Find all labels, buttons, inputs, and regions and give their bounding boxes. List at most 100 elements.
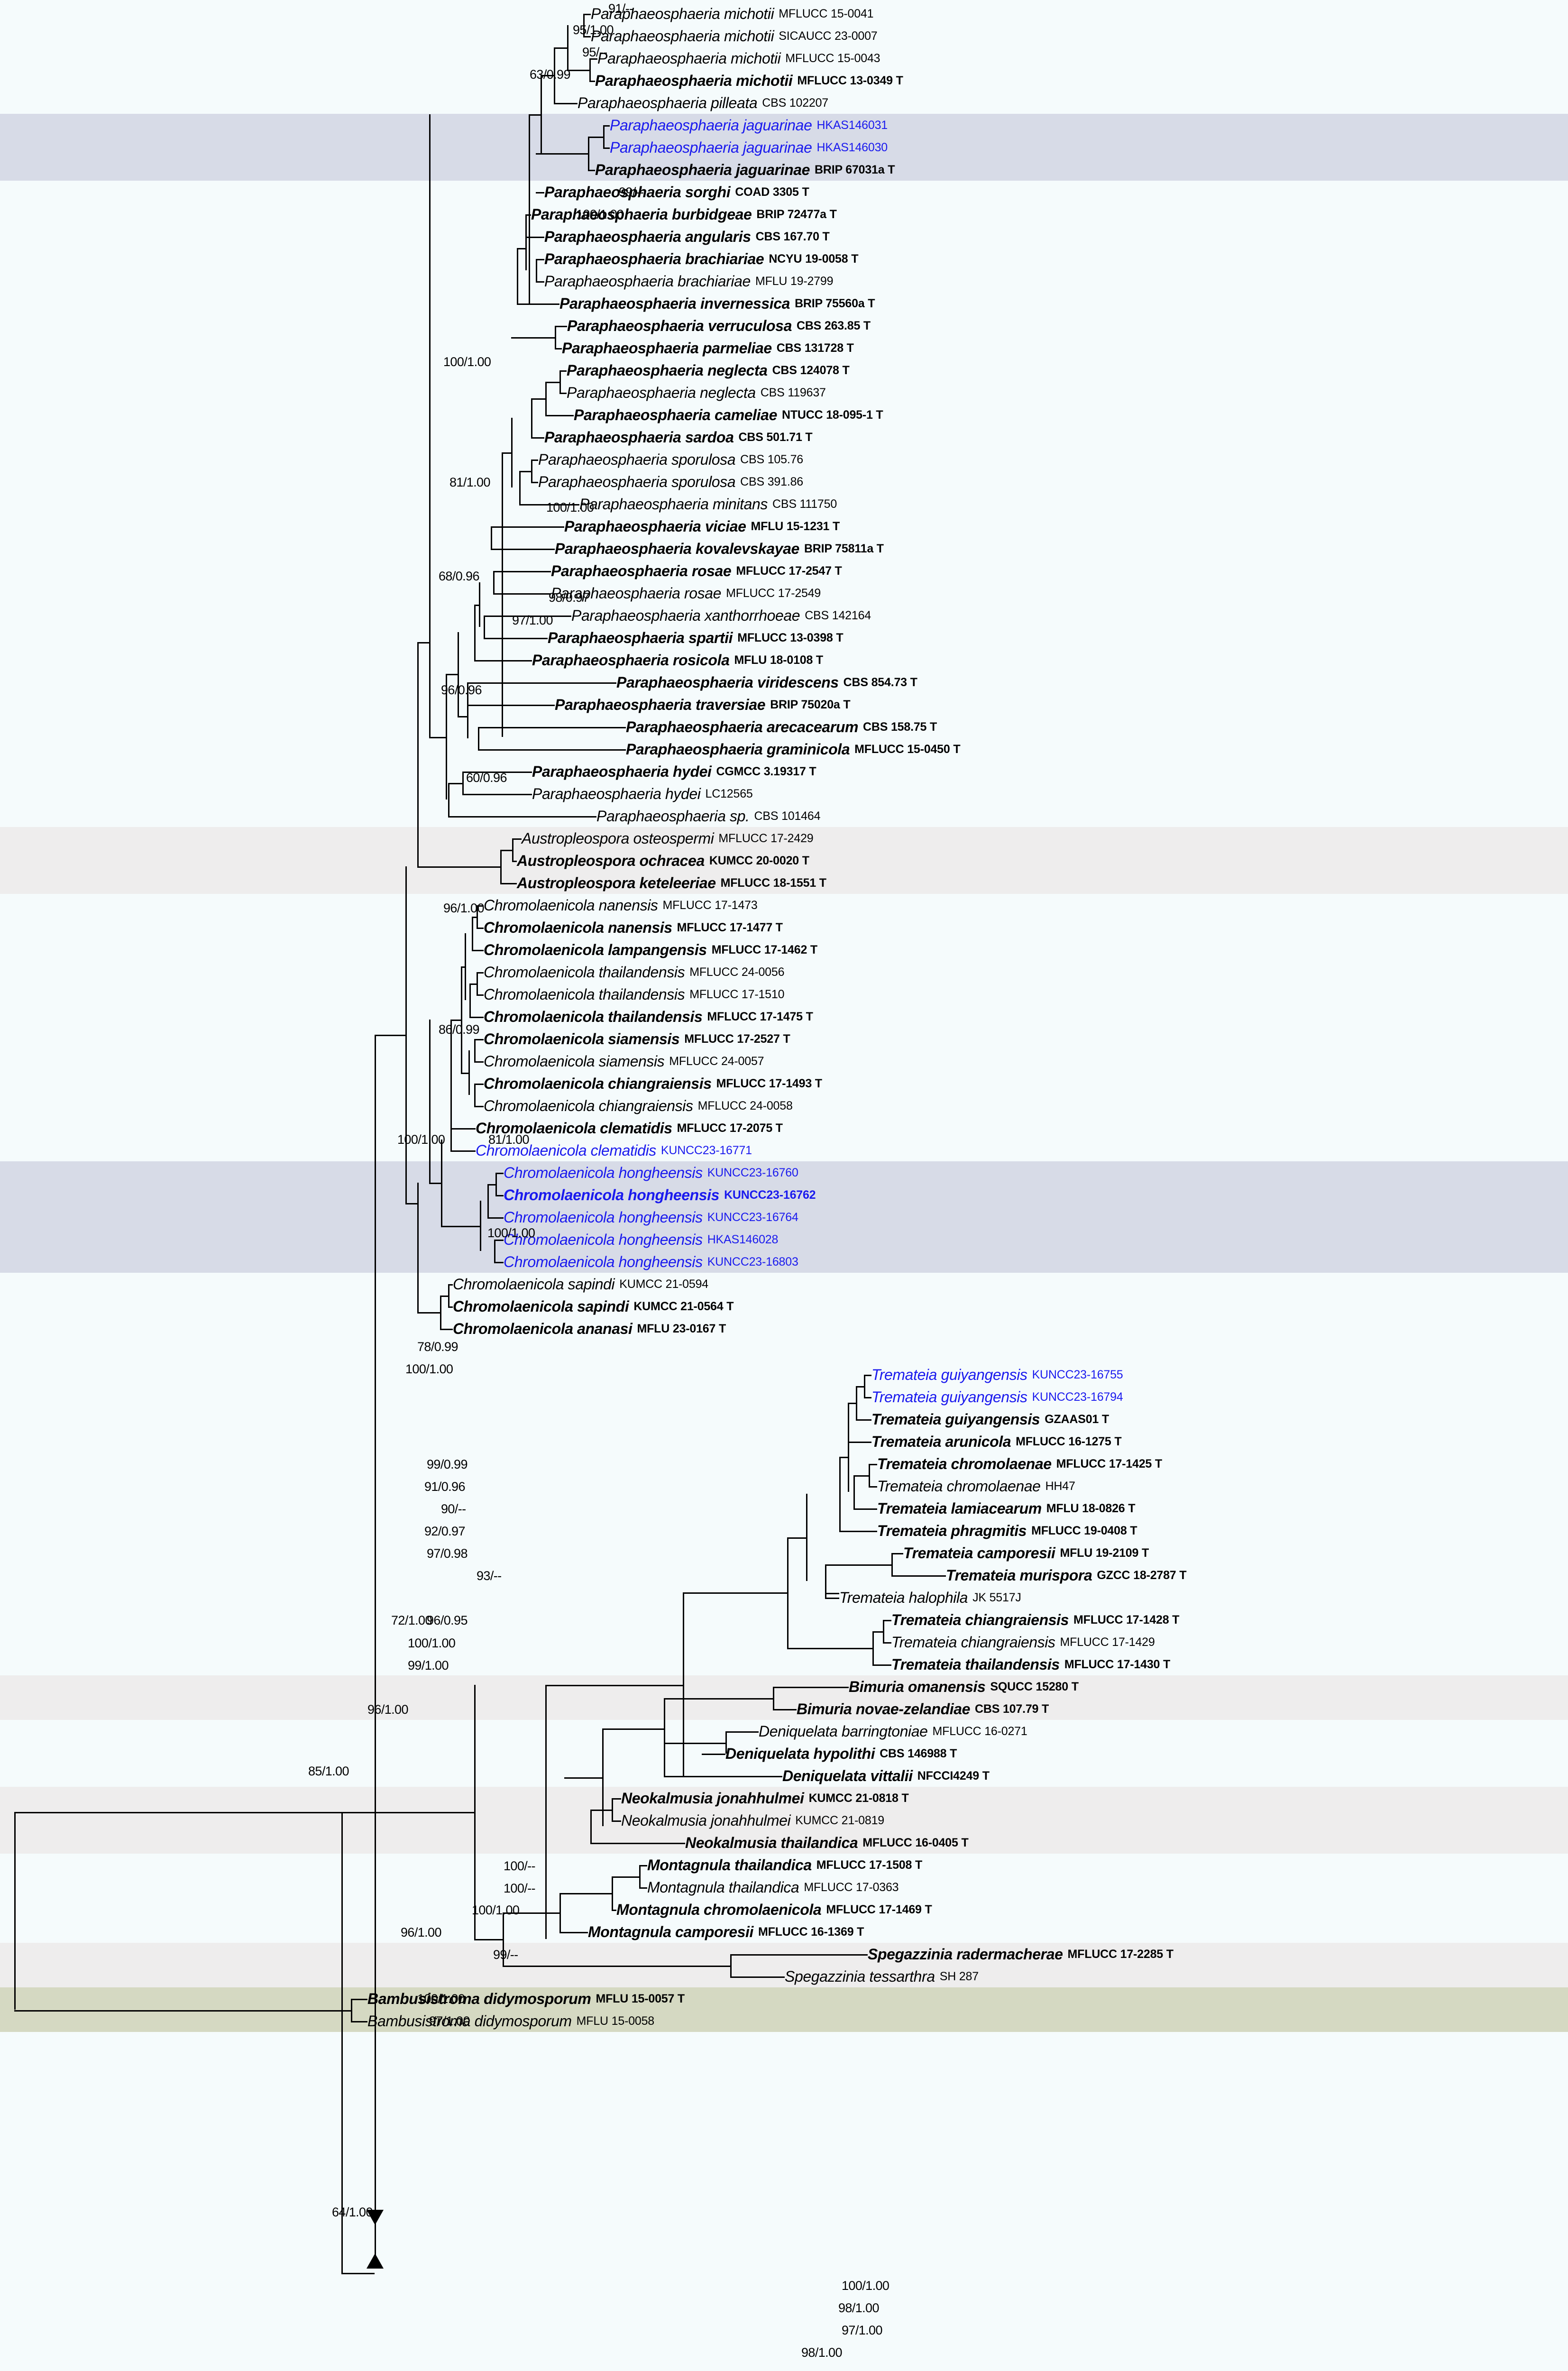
taxon-name: Montagnula chromolaenicola [616, 1901, 822, 1918]
clade-band-gray [0, 827, 1568, 894]
branch-horizontal [853, 1508, 877, 1510]
branch-vertical [590, 1809, 592, 1843]
taxon-name: Chromolaenicola clematidis [476, 1141, 656, 1159]
taxon-name: Paraphaeosphaeria graminicola [626, 740, 850, 758]
support-value: 81/1.00 [488, 1132, 529, 1147]
taxon-strain: MFLUCC 15-0450 T [854, 742, 961, 756]
branch-vertical [480, 1200, 481, 1251]
support-value: 100/-- [504, 1881, 536, 1895]
branch-horizontal [773, 1709, 797, 1710]
branch-horizontal [448, 782, 462, 784]
branch-horizontal [474, 660, 532, 662]
branch-vertical [469, 983, 471, 1017]
taxon-name: Paraphaeosphaeria burbidgeae [531, 205, 752, 223]
taxon-name: Bimuria novae-zelandiae [797, 1700, 971, 1718]
branch-vertical [773, 1687, 774, 1709]
taxon-strain: COAD 3305 T [735, 185, 809, 199]
taxon-name: Chromolaenicola thailandensis [484, 963, 685, 981]
taxon-row: Montagnula thailandica MFLUCC 17-1508 T [647, 1854, 922, 1876]
taxon-row: Chromolaenicola chiangraiensis MFLUCC 17-… [484, 1073, 822, 1094]
taxon-row: Tremateia chromolaenae HH47 [877, 1475, 1075, 1497]
support-value: 96/0.96 [441, 683, 482, 697]
taxon-row: Chromolaenicola sapindi KUMCC 21-0564 T [453, 1296, 734, 1317]
branch-horizontal [529, 114, 541, 116]
taxon-row: Paraphaeosphaeria spartii MFLUCC 13-0398 … [548, 627, 844, 649]
tree-break-arrow-up [367, 2253, 384, 2269]
support-value: 98/1.00 [838, 2301, 879, 2315]
branch-horizontal [864, 1375, 871, 1376]
branch-horizontal [559, 370, 567, 372]
support-value: 68/0.96 [439, 569, 479, 583]
branch-horizontal [525, 214, 531, 216]
taxon-row: Paraphaeosphaeria viridescens CBS 854.73 … [616, 671, 917, 693]
clade-band-blue [0, 114, 1568, 181]
branch-vertical [583, 14, 585, 36]
branch-vertical [531, 459, 532, 482]
branch-horizontal [478, 727, 626, 728]
branch-vertical [448, 782, 449, 816]
branch-vertical [450, 1019, 452, 1140]
taxon-strain: HKAS146031 [816, 118, 888, 132]
taxon-name: Paraphaeosphaeria parmeliae [562, 339, 772, 357]
support-value: 95/-- [582, 45, 607, 59]
branch-vertical [440, 1295, 441, 1329]
branch-horizontal [702, 1754, 725, 1755]
branch-horizontal [683, 1592, 787, 1594]
branch-horizontal [602, 1728, 664, 1730]
branch-horizontal [493, 593, 551, 595]
taxon-name: Paraphaeosphaeria michotii [591, 5, 774, 22]
branch-horizontal [872, 1664, 891, 1666]
taxon-row: Paraphaeosphaeria burbidgeae BRIP 72477a … [531, 203, 837, 225]
taxon-row: Tremateia thailandensis MFLUCC 17-1430 T [891, 1654, 1170, 1675]
branch-horizontal [664, 1698, 773, 1700]
branch-horizontal [441, 1225, 472, 1227]
branch-vertical [484, 616, 485, 638]
taxon-name: Chromolaenicola thailandensis [484, 985, 685, 1003]
taxon-row: Chromolaenicola thailandensis MFLUCC 17-1… [484, 1006, 813, 1028]
taxon-name: Chromolaenicola hongheensis [504, 1186, 720, 1204]
taxon-row: Paraphaeosphaeria traversiae BRIP 75020a … [555, 694, 851, 716]
taxon-row: Austropleospora osteospermi MFLUCC 17-242… [522, 827, 814, 849]
branch-vertical [474, 1685, 476, 1939]
branch-vertical [825, 1564, 826, 1598]
support-value: 100/1.00 [487, 1226, 535, 1240]
taxon-name: Paraphaeosphaeria traversiae [555, 696, 766, 713]
taxon-strain: CBS 111750 [772, 497, 837, 511]
branch-vertical [429, 114, 431, 737]
taxon-row: Paraphaeosphaeria angularis CBS 167.70 T [544, 226, 830, 248]
branch-vertical [639, 1865, 641, 1887]
branch-horizontal [588, 136, 603, 138]
taxon-name: Austropleospora osteospermi [522, 829, 714, 847]
support-value: 96/1.00 [443, 901, 484, 915]
taxon-row: Chromolaenicola nanensis MFLUCC 17-1473 [484, 894, 758, 916]
branch-horizontal [612, 1798, 621, 1800]
taxon-strain: KUMCC 21-0819 [795, 1813, 884, 1827]
taxon-strain: BRIP 72477a T [756, 207, 837, 221]
taxon-row: Montagnula camporesii MFLUCC 16-1369 T [588, 1921, 864, 1943]
branch-vertical [806, 1494, 807, 1581]
branch-horizontal [856, 1386, 864, 1388]
branch-vertical [479, 582, 480, 627]
taxon-row: Paraphaeosphaeria brachiariae MFLU 19-279… [544, 270, 833, 292]
branch-vertical [787, 1537, 789, 1648]
branch-horizontal [487, 1217, 504, 1219]
taxon-strain: KUMCC 21-0594 [619, 1277, 708, 1291]
taxon-name: Tremateia halophila [839, 1589, 968, 1606]
taxon-name: Neokalmusia jonahhulmei [621, 1811, 791, 1829]
branch-horizontal [559, 1893, 612, 1894]
taxon-strain: SQUCC 15280 T [990, 1680, 1079, 1693]
branch-horizontal [536, 153, 588, 155]
taxon-row: Tremateia guiyangensis GZAAS01 T [871, 1408, 1109, 1430]
branch-horizontal [589, 81, 595, 82]
taxon-name: Paraphaeosphaeria sorghi [544, 183, 731, 201]
taxon-name: Bambusistroma didymosporum [367, 1990, 591, 2007]
taxon-strain: MFLUCC 17-2285 T [1067, 1947, 1174, 1961]
branch-vertical [853, 1475, 855, 1508]
taxon-strain: MFLUCC 17-1429 [1060, 1635, 1155, 1649]
branch-horizontal [503, 1912, 559, 1914]
support-value: 90/-- [441, 1502, 466, 1516]
branch-horizontal [477, 905, 484, 907]
taxon-name: Paraphaeosphaeria arecacearum [626, 718, 859, 735]
taxon-row: Paraphaeosphaeria viciae MFLU 15-1231 T [564, 515, 840, 537]
